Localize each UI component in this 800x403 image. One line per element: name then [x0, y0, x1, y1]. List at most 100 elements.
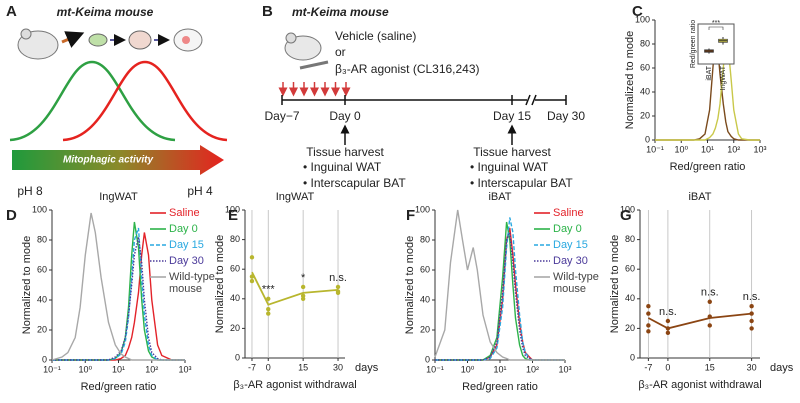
- y-tick-label: 80: [420, 234, 430, 244]
- y-tick-label: 60: [640, 62, 650, 72]
- panel-title: mt-Keima mouse: [57, 5, 154, 19]
- chart-title: IngWAT: [99, 191, 138, 203]
- timeline-label: Day 15: [493, 109, 531, 123]
- mean-line: [647, 312, 752, 330]
- chart-title: iBAT: [688, 191, 711, 203]
- y-tick-label: 60: [37, 264, 47, 274]
- series-line: [51, 212, 185, 361]
- mean-line: [251, 271, 339, 306]
- harvest-title: Tissue harvest: [473, 145, 551, 159]
- significance: n.s.: [659, 306, 677, 318]
- data-point: [266, 306, 271, 312]
- harvest-item: • Interscapular BAT: [303, 176, 406, 190]
- data-point: [249, 278, 255, 284]
- y-tick-label: 0: [645, 134, 650, 144]
- x-tick-label: 0: [665, 362, 670, 372]
- data-point: [665, 326, 671, 331]
- y-tick-label: 20: [640, 110, 650, 120]
- green-curve: [9, 60, 176, 142]
- y-tick-label: 80: [640, 38, 650, 48]
- treatment: or: [335, 45, 346, 59]
- significance: ***: [712, 20, 720, 27]
- harvest-item: • Inguinal WAT: [470, 160, 549, 174]
- x-axis-label: Red/green ratio: [670, 161, 746, 173]
- data-point: [335, 284, 341, 290]
- x-tick-label: 10²: [727, 144, 740, 154]
- data-point: [646, 329, 651, 334]
- x-tick-label: 30: [333, 362, 343, 372]
- arrow-text: Mitophagic activity: [63, 155, 153, 166]
- treatment: β₃-AR agonist (CL316,243): [335, 62, 480, 76]
- mouse-icon: [284, 32, 329, 70]
- x-axis-label: β₃-AR agonist withdrawal: [233, 379, 356, 391]
- data-point: [266, 311, 271, 316]
- panel-letter: A: [6, 3, 17, 20]
- x-tick-label: 10⁻¹: [646, 144, 664, 154]
- legend-label: Wild-type mouse: [169, 271, 215, 295]
- x-tick-label: 10¹: [701, 144, 714, 154]
- y-tick-label: 80: [625, 234, 635, 244]
- data-point: [749, 311, 754, 316]
- y-axis-label: Normalized to mode: [609, 235, 621, 333]
- y-axis-label: Red/green ratio: [690, 20, 697, 68]
- series-line: [52, 221, 185, 361]
- panel-a: A mt-Keima mouse Mitophagic activity pH …: [6, 3, 228, 198]
- legend-label: Saline: [553, 207, 584, 219]
- x-tick-label: 10⁰: [461, 364, 475, 374]
- injection-arrows: [278, 82, 351, 97]
- data-point: [300, 296, 306, 301]
- x-tick-label: -7: [248, 362, 256, 372]
- y-tick-label: 40: [37, 294, 47, 304]
- panel-letter: B: [262, 3, 273, 20]
- inset-frame: [697, 23, 735, 65]
- data-point: [707, 299, 712, 304]
- x-tick-label: 10¹: [493, 364, 506, 374]
- series-line: [435, 217, 565, 361]
- timeline: [281, 94, 567, 145]
- x-tick-label: 10⁻¹: [43, 364, 61, 374]
- x-axis-label: β₃-AR agonist withdrawal: [638, 379, 761, 391]
- legend-label: Day 0: [553, 223, 582, 235]
- x-tick-label: -7: [644, 362, 652, 372]
- x-tick-label: 10³: [178, 364, 191, 374]
- data-point: [665, 318, 671, 324]
- y-tick-label: 40: [640, 86, 650, 96]
- significance: n.s.: [329, 272, 347, 284]
- x-tick-label: 10⁰: [78, 364, 92, 374]
- bracket: [708, 26, 724, 30]
- red-curve: [62, 60, 228, 142]
- y-tick-label: 100: [32, 204, 47, 214]
- data-point: [646, 323, 651, 328]
- y-tick-label: 60: [230, 264, 240, 274]
- data-point: [707, 314, 712, 319]
- legend-label: Day 30: [169, 255, 204, 267]
- data-point: [646, 311, 651, 316]
- x-unit: days: [770, 362, 794, 374]
- y-tick-label: 80: [230, 234, 240, 244]
- series-line: [435, 221, 565, 361]
- y-axis-label: Normalized to mode: [21, 236, 33, 334]
- y-tick-label: 0: [425, 354, 430, 364]
- series-line: [655, 37, 760, 141]
- legend-label: Wild-type mouse: [553, 271, 599, 295]
- data-point: [335, 290, 341, 296]
- y-tick-label: 0: [630, 352, 635, 362]
- x-tick-label: 10³: [558, 364, 571, 374]
- mouse-icon: [17, 28, 203, 60]
- series-line: [52, 232, 185, 361]
- y-tick-label: 20: [37, 324, 47, 334]
- panel-letter: F: [406, 207, 415, 224]
- legend-label: Day 0: [169, 223, 198, 235]
- x-tick-label: 0: [266, 362, 271, 372]
- treatment: Vehicle (saline): [335, 29, 416, 43]
- significance: ***: [262, 284, 276, 296]
- legend-label: Day 15: [169, 239, 204, 251]
- timeline-label: Day−7: [264, 109, 299, 123]
- significance: *: [301, 272, 306, 284]
- data-point: [266, 296, 271, 301]
- data-point: [707, 323, 712, 328]
- y-tick-label: 20: [230, 323, 240, 333]
- series-line: [435, 229, 565, 361]
